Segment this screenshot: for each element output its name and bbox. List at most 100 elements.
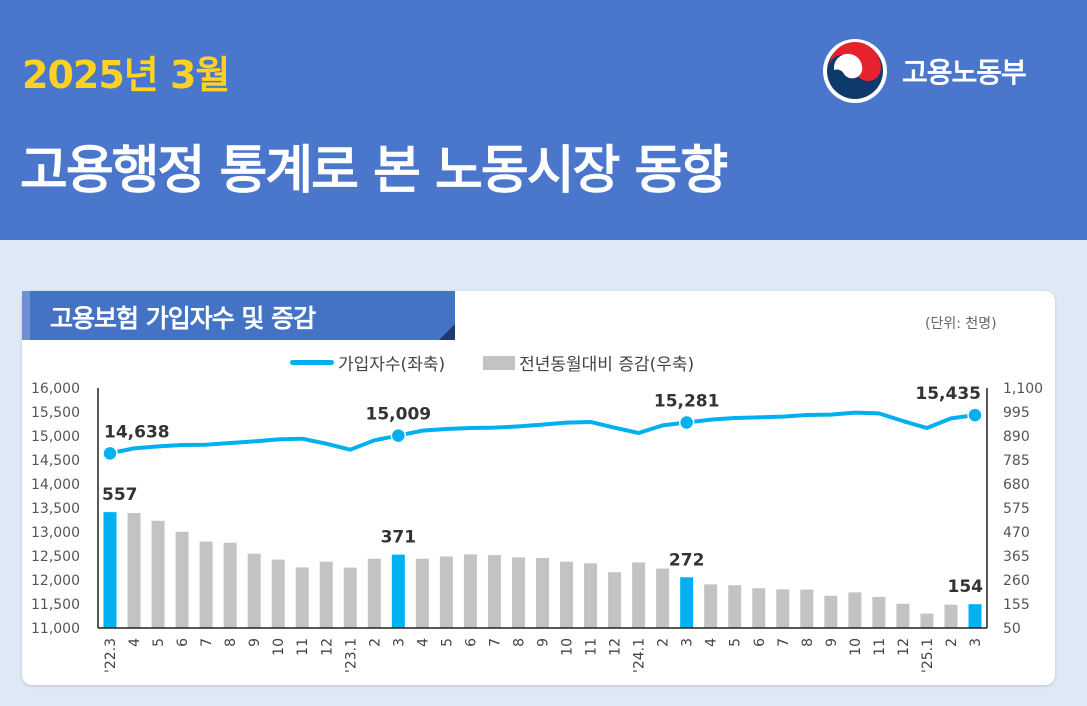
x-tick-label: 6 <box>175 638 191 647</box>
x-tick-label: 8 <box>223 638 239 647</box>
x-tick-label: 3 <box>391 638 407 647</box>
right-tick-label: 1,100 <box>1003 381 1043 397</box>
bar <box>632 562 646 628</box>
bar <box>391 554 405 628</box>
left-tick-label: 11,000 <box>31 621 80 637</box>
right-tick-label: 155 <box>1003 597 1030 613</box>
bar <box>896 603 910 628</box>
bar <box>824 595 838 628</box>
left-tick-label: 14,500 <box>31 453 80 469</box>
x-tick-label: 5 <box>439 638 455 647</box>
bar <box>968 604 982 628</box>
x-tick-label: 2 <box>656 638 672 647</box>
x-tick-label: 12 <box>608 638 624 656</box>
section-title: 고용보험 가입자수 및 증감 <box>50 304 316 333</box>
page-title: 고용행정 통계로 본 노동시장 동향 <box>20 141 728 201</box>
right-tick-label: 995 <box>1003 405 1030 421</box>
bar <box>343 567 357 628</box>
x-tick-label: 10 <box>848 638 864 656</box>
x-tick-label: 6 <box>463 638 479 647</box>
right-tick-label: 575 <box>1003 501 1030 517</box>
bar <box>608 572 622 628</box>
x-tick-label: 12 <box>319 638 335 656</box>
left-tick-label: 12,500 <box>31 549 80 565</box>
bar <box>584 563 598 628</box>
left-tick-label: 12,000 <box>31 573 80 589</box>
bar <box>439 556 453 628</box>
x-tick-label: 7 <box>487 638 503 647</box>
report-date: 2025년 3월 <box>22 53 230 97</box>
x-tick-label: 4 <box>415 638 431 647</box>
left-tick-label: 16,000 <box>31 381 80 397</box>
left-tick-label: 11,500 <box>31 597 80 613</box>
bar <box>103 512 117 628</box>
x-tick-label: 2 <box>944 638 960 647</box>
section-tab: 고용보험 가입자수 및 증감 <box>22 291 455 340</box>
x-tick-label: 7 <box>776 638 792 647</box>
bar <box>680 577 694 628</box>
line-marker <box>390 427 407 444</box>
x-tick-label: 10 <box>271 638 287 656</box>
header-banner: 2025년 3월 고용행정 통계로 본 노동시장 동향 고용노동부 <box>0 0 1087 240</box>
bar-data-label: 557 <box>102 485 138 505</box>
bar <box>175 531 189 628</box>
x-tick-label: 9 <box>247 638 263 647</box>
x-tick-label: 9 <box>824 638 840 647</box>
right-tick-label: 785 <box>1003 453 1030 469</box>
bar <box>127 513 141 628</box>
x-tick-label: 6 <box>752 638 768 647</box>
bar <box>151 520 165 628</box>
right-tick-label: 50 <box>1003 621 1021 637</box>
bar <box>415 558 429 628</box>
bar <box>848 592 862 628</box>
x-tick-label: '22.3 <box>103 638 119 673</box>
x-tick-label: 4 <box>127 638 143 647</box>
left-tick-label: 14,000 <box>31 477 80 493</box>
x-tick-label: 7 <box>199 638 215 647</box>
bar <box>776 589 790 628</box>
ministry-logo: 고용노동부 <box>822 38 1027 104</box>
x-tick-label: 11 <box>872 638 888 656</box>
bar <box>295 567 309 628</box>
bar-data-label: 272 <box>669 550 705 570</box>
line-data-label: 15,435 <box>915 384 981 404</box>
bar <box>536 558 549 628</box>
legend-bar-swatch <box>483 355 516 370</box>
bar <box>367 558 381 628</box>
tab-fold-decoration <box>439 324 455 340</box>
legend-bar-label: 전년동월대비 증감(우축) <box>519 355 695 375</box>
line-marker <box>967 407 983 423</box>
left-tick-label: 13,500 <box>31 501 80 517</box>
chart-legend: 가입자수(좌축) 전년동월대비 증감(우축) <box>290 350 694 375</box>
x-tick-label: 5 <box>151 638 167 647</box>
bar <box>728 585 742 628</box>
bar <box>656 568 670 628</box>
x-tick-label: 4 <box>704 638 720 647</box>
bar <box>704 584 718 628</box>
x-tick-label: '24.1 <box>632 638 648 673</box>
bar <box>752 588 766 628</box>
bar <box>319 561 333 628</box>
ministry-name: 고용노동부 <box>902 56 1027 89</box>
subscriber-line <box>109 410 976 456</box>
bar <box>487 555 501 628</box>
bar <box>872 596 886 628</box>
x-tick-label: 3 <box>680 638 696 647</box>
line-marker <box>102 445 118 462</box>
legend-line-label: 가입자수(좌축) <box>338 355 446 375</box>
bar <box>560 561 574 628</box>
left-tick-label: 13,000 <box>31 525 80 541</box>
x-tick-label: 9 <box>536 638 552 647</box>
bar-data-label: 371 <box>381 528 417 548</box>
bar <box>271 559 285 628</box>
taegeuk-emblem-icon <box>823 39 887 103</box>
x-tick-label: 3 <box>968 638 984 647</box>
right-tick-label: 260 <box>1003 573 1030 589</box>
line-marker <box>678 414 695 431</box>
x-tick-label: 5 <box>728 638 744 647</box>
x-tick-label: 8 <box>511 638 527 647</box>
bar <box>944 604 958 628</box>
x-tick-label: 8 <box>800 638 816 647</box>
left-tick-label: 15,500 <box>31 405 80 421</box>
